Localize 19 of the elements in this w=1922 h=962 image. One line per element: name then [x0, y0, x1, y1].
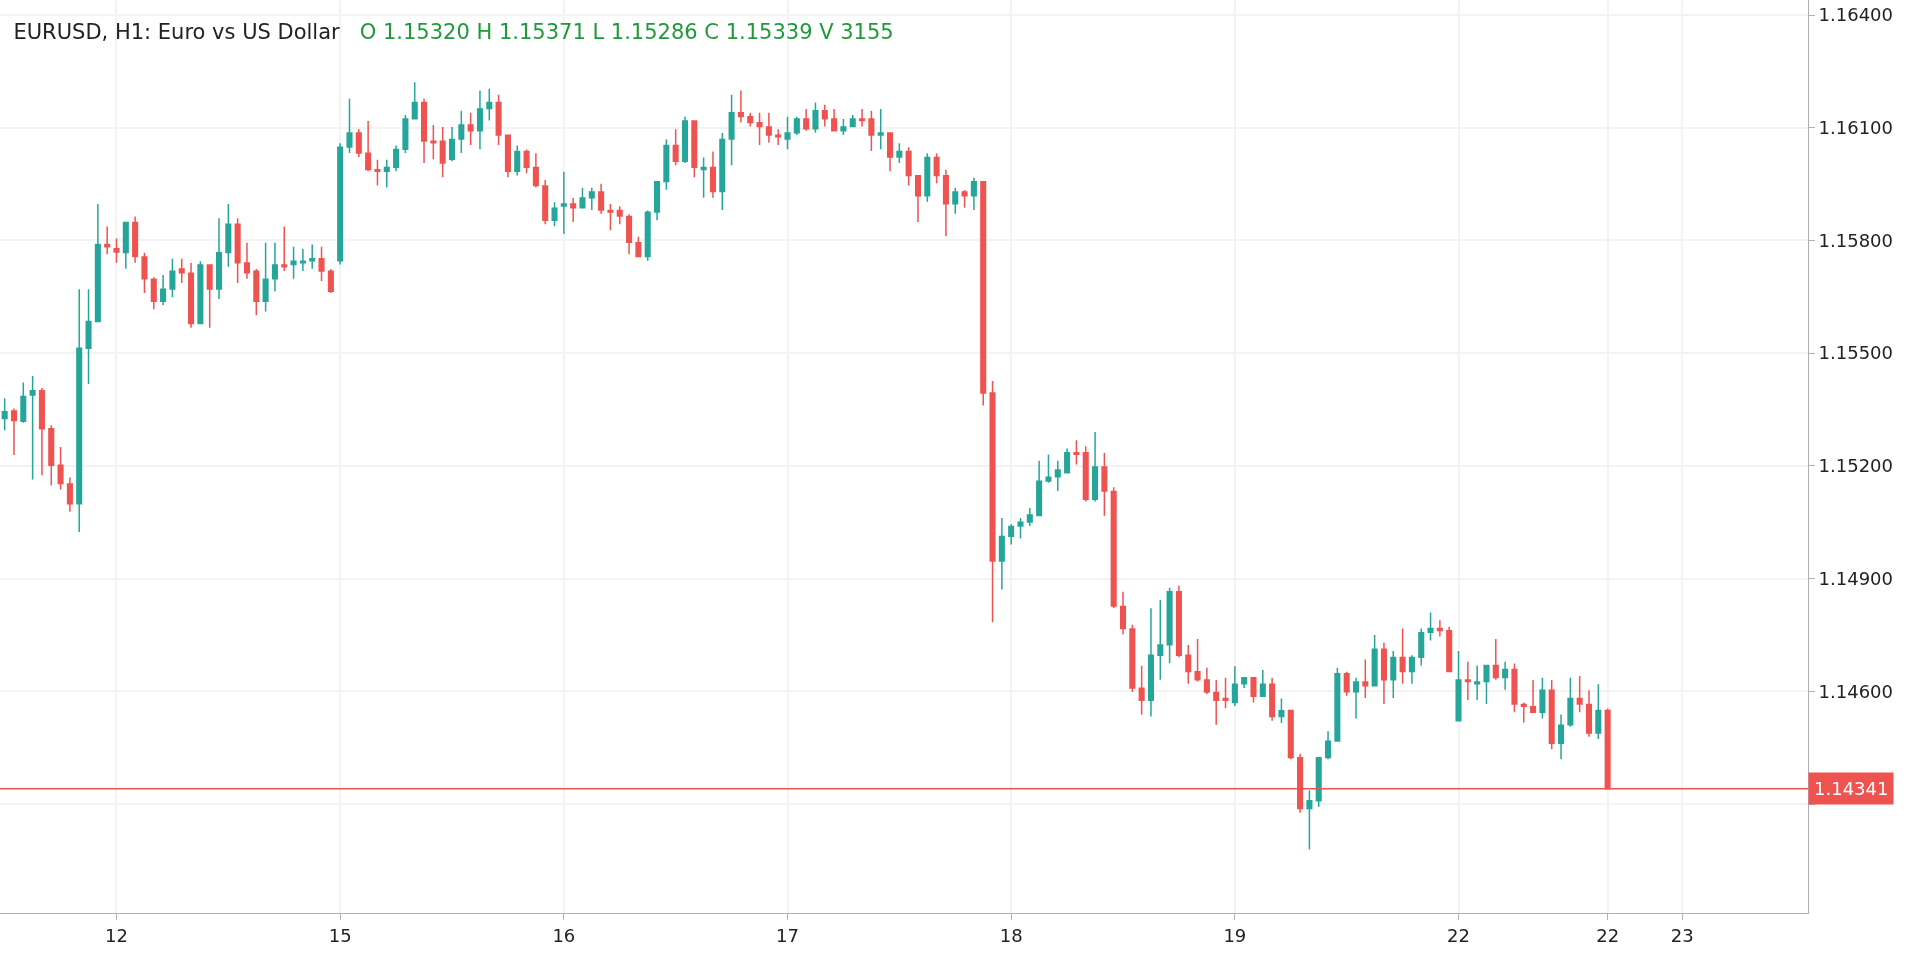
y-tick-label: 1.15500	[1818, 342, 1894, 364]
x-tick-label: 12	[105, 924, 128, 946]
y-tick-label: 1.14900	[1818, 567, 1894, 589]
y-tick-label: 1.16100	[1818, 117, 1894, 139]
y-tick-label: 1.15800	[1818, 229, 1894, 251]
y-tick-label: 1.16400	[1818, 4, 1894, 26]
x-tick-label: 19	[1223, 924, 1247, 946]
y-tick-label: 1.14600	[1818, 680, 1894, 702]
x-tick-label: 22	[1447, 924, 1470, 946]
text: O 1.15320 H 1.15371 L 1.15286 C 1.15339 V 3155	[359, 19, 894, 44]
x-tick-label: 17	[776, 924, 799, 946]
x-tick-label: 15	[328, 924, 352, 946]
y-tick-label: 1.15200	[1818, 455, 1894, 477]
text: EURUSD, H1: Euro vs US Dollar	[13, 19, 340, 44]
x-tick-label: 16	[552, 924, 576, 946]
ref-line-label: 1.14341	[1814, 778, 1889, 799]
x-tick-label: 22	[1596, 924, 1620, 946]
x-tick-label: 18	[999, 924, 1023, 946]
x-tick-label: 23	[1670, 924, 1694, 946]
